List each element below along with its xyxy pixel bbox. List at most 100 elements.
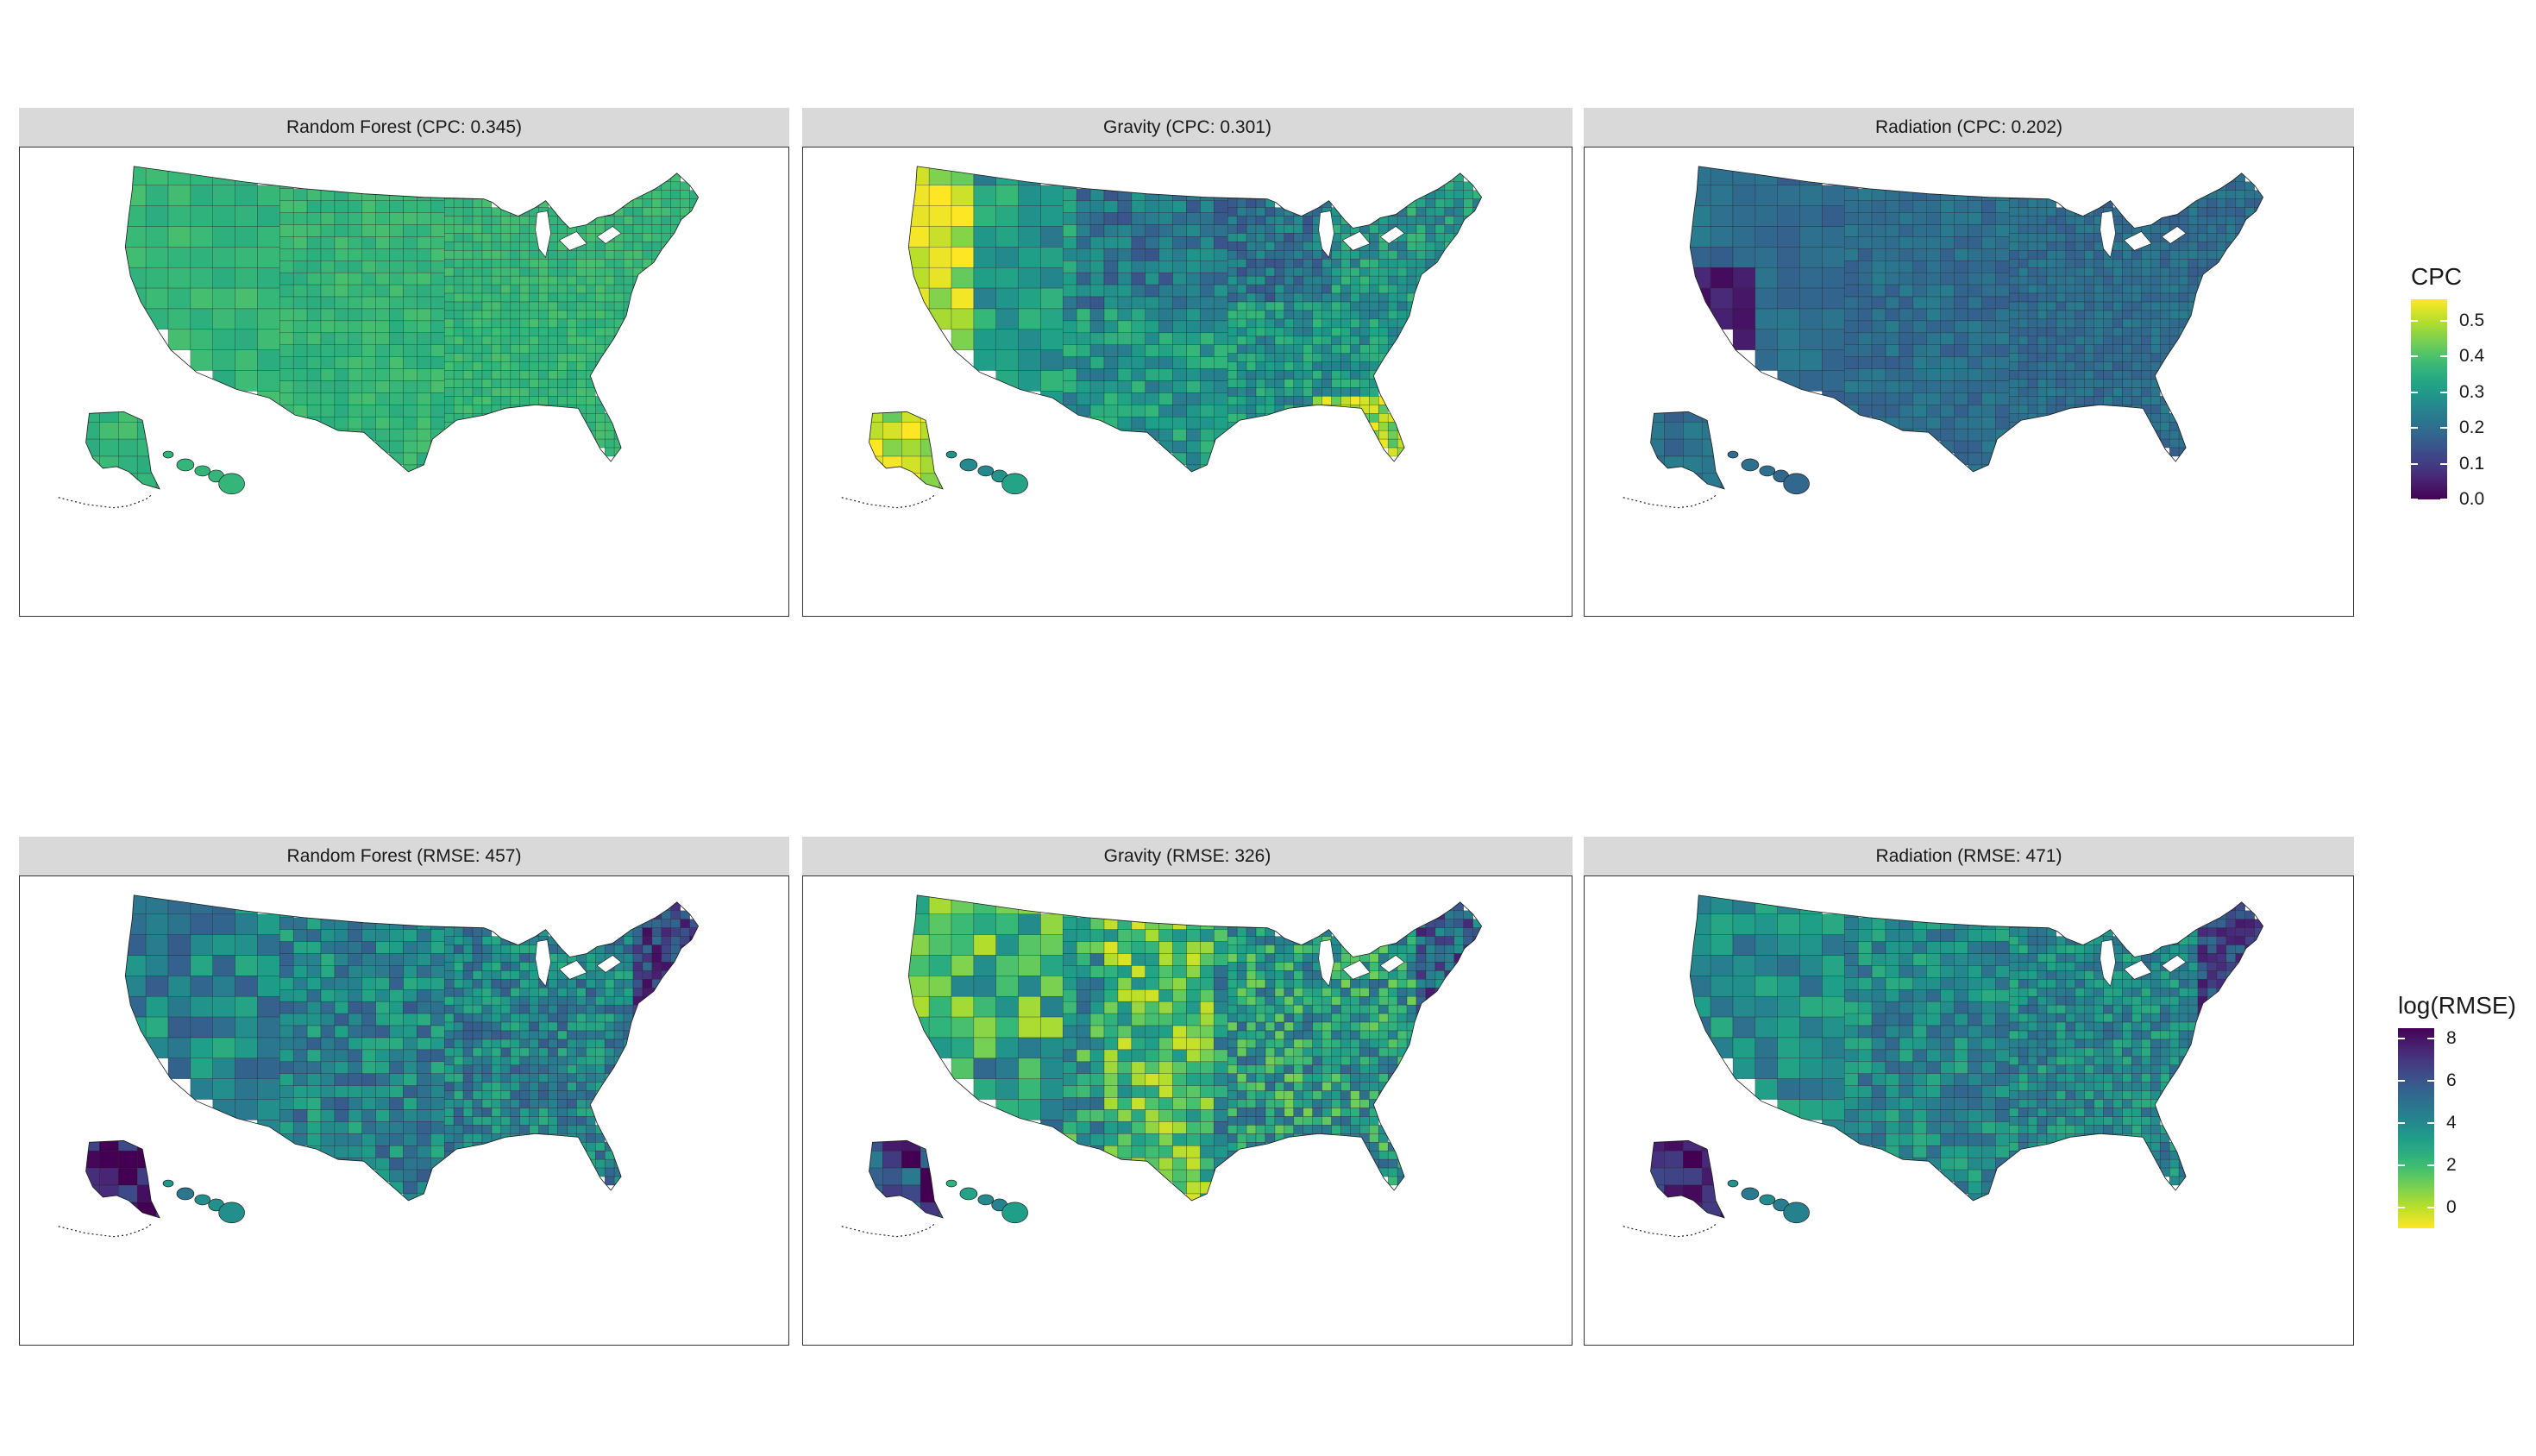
county <box>1172 977 1187 990</box>
county-cells <box>125 894 699 1201</box>
county <box>529 970 539 980</box>
county <box>1172 1097 1187 1110</box>
county <box>403 929 417 942</box>
county <box>403 344 417 357</box>
county <box>2018 1116 2029 1126</box>
county <box>235 1016 258 1039</box>
county <box>1844 308 1859 322</box>
county <box>472 318 483 329</box>
county <box>491 250 502 260</box>
county <box>1103 320 1119 334</box>
county <box>235 287 258 310</box>
county <box>928 934 952 956</box>
county <box>2065 207 2076 217</box>
county <box>2225 173 2237 183</box>
county <box>1406 250 1417 260</box>
county <box>1145 953 1159 966</box>
county <box>1293 242 1304 251</box>
county <box>1131 1121 1146 1134</box>
county <box>2244 216 2255 225</box>
county <box>1274 1056 1285 1066</box>
county <box>1701 421 1722 440</box>
county <box>951 955 975 976</box>
county <box>1312 292 1322 303</box>
county <box>2169 344 2180 354</box>
county <box>491 216 502 225</box>
county <box>2056 275 2067 286</box>
county <box>1899 1061 1914 1074</box>
county <box>1076 368 1091 381</box>
county <box>1293 962 1304 971</box>
county <box>348 248 363 261</box>
county <box>529 1133 539 1143</box>
county <box>500 242 512 251</box>
county <box>2056 387 2067 397</box>
county <box>1899 188 1914 201</box>
county <box>389 392 404 405</box>
county <box>1158 1145 1173 1158</box>
county <box>1063 941 1077 954</box>
county <box>417 236 431 249</box>
county <box>155 1150 160 1169</box>
county <box>500 216 512 225</box>
county <box>1926 344 1941 357</box>
county <box>1690 913 1711 935</box>
county <box>257 267 280 289</box>
county <box>1227 1064 1238 1074</box>
county <box>1274 327 1285 337</box>
county <box>1227 1039 1238 1049</box>
county <box>167 913 191 935</box>
county <box>1265 936 1276 945</box>
county <box>2027 318 2038 329</box>
county <box>1321 259 1332 268</box>
county <box>212 913 235 935</box>
county <box>1117 1073 1133 1086</box>
county <box>651 242 662 251</box>
county <box>548 353 558 362</box>
county <box>375 1169 390 1183</box>
county <box>586 1021 596 1032</box>
county <box>613 1167 625 1177</box>
county <box>576 995 587 1006</box>
county <box>2084 301 2094 311</box>
county <box>1255 962 1266 971</box>
county <box>519 396 530 405</box>
county <box>1899 965 1914 978</box>
county <box>1158 392 1173 405</box>
county <box>500 344 512 354</box>
county <box>1227 1090 1238 1100</box>
county <box>548 970 558 980</box>
county <box>279 1121 294 1134</box>
county <box>1968 1073 1982 1086</box>
county <box>2008 1004 2019 1014</box>
county <box>1063 188 1077 201</box>
county <box>1200 380 1215 393</box>
county <box>2141 250 2151 260</box>
county <box>1940 1121 1955 1134</box>
county <box>519 1047 530 1057</box>
county <box>1453 190 1464 199</box>
county <box>1822 308 1845 330</box>
county <box>1799 1099 1823 1120</box>
county <box>1312 344 1322 354</box>
county <box>2084 361 2094 371</box>
county <box>1227 216 1238 225</box>
county <box>2037 970 2048 980</box>
county <box>443 1064 455 1074</box>
county <box>156 491 175 508</box>
county <box>403 1061 417 1074</box>
county <box>1912 1121 1928 1134</box>
county <box>1265 301 1276 311</box>
county <box>1340 405 1351 414</box>
county <box>519 301 530 311</box>
county <box>481 396 493 405</box>
county <box>472 1108 483 1117</box>
county <box>462 275 474 286</box>
county <box>1236 979 1247 988</box>
county <box>292 272 308 286</box>
county <box>430 405 445 417</box>
county <box>1387 259 1398 268</box>
county <box>1089 188 1105 201</box>
county <box>1018 267 1041 289</box>
county <box>167 894 191 915</box>
